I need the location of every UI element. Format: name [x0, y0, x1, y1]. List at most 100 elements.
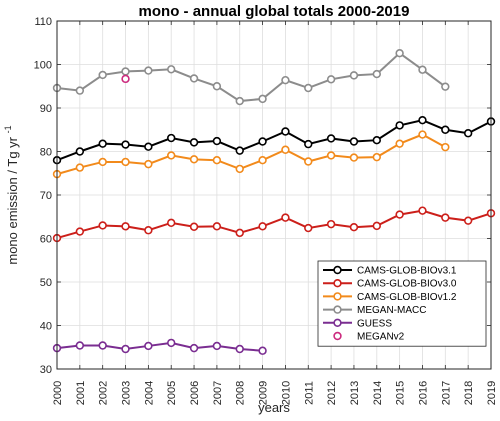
x-tick-label: 2009 — [258, 381, 270, 405]
series-MEGAN-MACC — [52, 48, 450, 106]
legend-label: CAMS-GLOB-BIOv3.0 — [357, 279, 457, 290]
legend-entry: GUESS — [323, 318, 392, 329]
data-point — [372, 152, 381, 162]
x-tick-label: 2013 — [349, 381, 361, 405]
data-point — [212, 82, 222, 91]
y-axis-label: mono emission / Tg yr -1 — [3, 125, 20, 264]
series-CAMS-GLOB-BIOv1.2 — [52, 130, 450, 179]
data-point — [258, 94, 267, 104]
y-tick-label: 100 — [34, 60, 52, 72]
legend-label: GUESS — [357, 318, 392, 329]
data-point — [418, 206, 427, 215]
y-tick-label: 70 — [40, 190, 52, 202]
data-point — [75, 163, 85, 172]
data-point — [144, 159, 153, 169]
data-point — [235, 146, 244, 155]
data-point — [235, 96, 244, 106]
x-tick-label: 2016 — [417, 381, 429, 405]
data-point — [281, 213, 290, 222]
data-point — [167, 133, 176, 143]
data-point — [304, 223, 313, 233]
data-point — [281, 127, 290, 136]
data-point — [189, 138, 199, 147]
data-point — [98, 157, 107, 167]
data-point — [212, 136, 222, 146]
x-tick-label: 2007 — [212, 381, 224, 405]
x-tick-label: 2015 — [395, 381, 407, 405]
x-tick-label: 2002 — [98, 381, 110, 405]
data-point — [418, 65, 427, 74]
legend-box — [317, 260, 487, 347]
data-point — [395, 210, 404, 219]
legend-entry: CAMS-GLOB-BIOv3.1 — [323, 266, 457, 277]
legend-marker — [333, 292, 342, 301]
x-tick-label: 2010 — [280, 381, 292, 405]
y-tick-label: 110 — [34, 16, 52, 28]
series-MEGANv2 — [121, 74, 130, 84]
legend-entry: CAMS-GLOB-BIOv3.0 — [323, 279, 457, 290]
legend-entry: CAMS-GLOB-BIOv1.2 — [323, 292, 457, 303]
x-tick-label: 2019 — [486, 381, 498, 405]
data-point — [212, 222, 222, 231]
data-point — [75, 147, 85, 156]
legend-label: MEGANv2 — [357, 332, 405, 343]
legend-marker — [333, 305, 342, 314]
data-point — [304, 83, 313, 93]
series-line — [56, 51, 446, 103]
data-point — [189, 343, 199, 353]
series-CAMS-GLOB-BIOv3.0 — [52, 206, 496, 243]
data-point — [281, 75, 290, 85]
data-point — [349, 153, 359, 162]
series-line — [56, 133, 446, 176]
x-tick-label: 2018 — [463, 381, 475, 405]
legend-marker — [333, 331, 342, 341]
x-tick-label: 2001 — [75, 381, 87, 405]
data-point — [372, 221, 381, 231]
data-point — [326, 75, 336, 84]
data-point — [349, 71, 359, 80]
data-point — [121, 222, 130, 231]
chart-title: mono - annual global totals 2000-2019 — [139, 3, 410, 20]
series-line — [56, 341, 263, 352]
legend-marker — [333, 279, 342, 288]
data-point — [349, 222, 359, 232]
data-point — [441, 125, 450, 134]
data-point — [167, 65, 176, 74]
x-tick-label: 2017 — [440, 381, 452, 405]
data-point — [418, 115, 427, 125]
data-point — [167, 218, 176, 228]
data-point — [395, 139, 404, 148]
y-tick-label: 90 — [40, 103, 52, 115]
data-point — [75, 341, 85, 350]
plot-frame — [56, 20, 492, 370]
legend-label: MEGAN-MACC — [357, 305, 426, 316]
data-point — [121, 140, 130, 149]
data-point — [326, 219, 336, 229]
data-point — [75, 227, 85, 236]
data-point — [326, 151, 336, 160]
data-point — [98, 70, 107, 80]
data-point — [258, 156, 267, 165]
data-point — [144, 226, 153, 235]
series-GUESS — [52, 338, 267, 355]
data-point — [212, 156, 222, 165]
data-point — [144, 142, 153, 151]
data-point — [189, 155, 199, 164]
y-tick-label: 50 — [40, 277, 52, 289]
legend-entry: MEGAN-MACC — [323, 305, 426, 316]
x-tick-label: 2006 — [189, 381, 201, 405]
data-point — [418, 130, 427, 139]
data-point — [372, 135, 381, 145]
data-point — [167, 338, 176, 348]
y-tick-label: 40 — [40, 321, 52, 333]
data-point — [372, 69, 381, 79]
legend-label: CAMS-GLOB-BIOv3.1 — [357, 266, 457, 277]
y-tick-label: 80 — [40, 147, 52, 159]
data-point — [258, 222, 267, 231]
data-point — [121, 74, 130, 84]
data-point — [349, 137, 359, 146]
data-point — [304, 139, 313, 149]
legend-entry: MEGANv2 — [333, 331, 405, 343]
data-point — [326, 134, 336, 143]
data-point — [189, 74, 199, 83]
